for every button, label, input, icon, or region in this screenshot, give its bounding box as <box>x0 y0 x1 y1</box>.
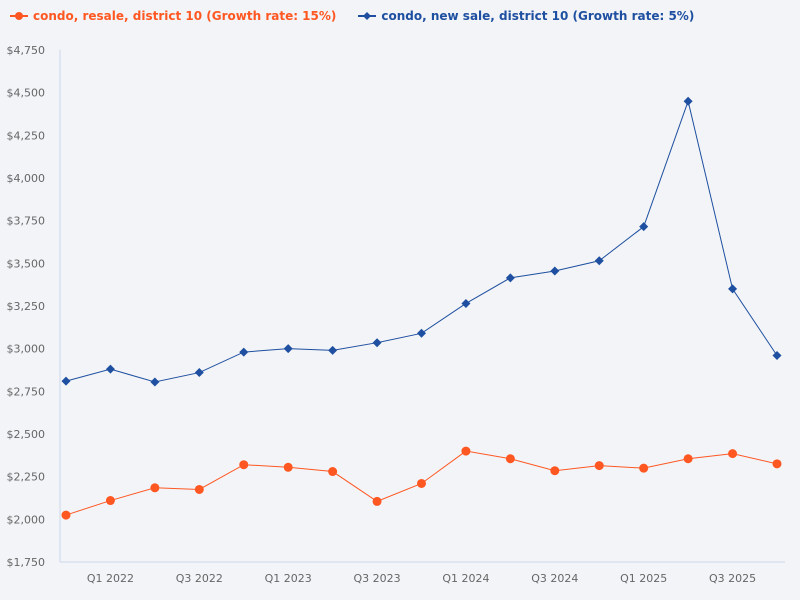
data-point-resale <box>728 449 738 459</box>
y-tick-label: $3,000 <box>7 343 46 356</box>
y-tick-label: $2,000 <box>7 513 46 526</box>
x-tick-label: Q1 2025 <box>620 572 667 585</box>
data-point-resale <box>61 510 71 520</box>
data-point-resale <box>639 463 649 473</box>
circle-marker-icon <box>10 12 28 20</box>
data-point-resale <box>194 484 204 494</box>
data-point-new-sale <box>150 377 160 387</box>
data-point-new-sale <box>417 328 426 338</box>
data-point-resale <box>772 459 782 469</box>
data-point-new-sale <box>505 273 515 283</box>
x-tick-label: Q1 2023 <box>265 572 312 585</box>
data-point-resale <box>594 461 604 471</box>
data-point-resale <box>417 478 426 488</box>
data-point-new-sale <box>772 350 782 360</box>
data-point-new-sale <box>239 347 249 357</box>
data-point-resale <box>505 454 515 464</box>
y-tick-label: $3,250 <box>7 300 46 313</box>
y-tick-label: $1,750 <box>7 556 46 569</box>
x-tick-label: Q1 2024 <box>442 572 489 585</box>
data-point-new-sale <box>728 284 738 294</box>
data-point-resale <box>150 483 160 493</box>
data-point-resale <box>239 460 249 470</box>
data-point-resale <box>328 467 338 477</box>
y-tick-label: $4,500 <box>7 87 46 100</box>
data-point-new-sale <box>639 222 649 232</box>
data-point-resale <box>372 496 382 506</box>
data-point-resale <box>105 496 115 506</box>
y-tick-label: $2,500 <box>7 428 46 441</box>
data-point-new-sale <box>61 376 71 386</box>
legend-item-resale[interactable]: condo, resale, district 10 (Growth rate:… <box>10 9 336 23</box>
y-tick-label: $4,000 <box>7 172 46 185</box>
y-tick-label: $4,750 <box>7 44 46 57</box>
data-point-new-sale <box>105 364 115 374</box>
y-tick-label: $2,250 <box>7 471 46 484</box>
y-tick-label: $4,250 <box>7 129 46 142</box>
data-point-new-sale <box>550 266 560 276</box>
data-point-resale <box>550 466 560 476</box>
data-point-new-sale <box>461 298 471 308</box>
legend-label-new-sale: condo, new sale, district 10 (Growth rat… <box>381 9 695 23</box>
data-point-new-sale <box>283 344 293 354</box>
data-point-resale <box>461 446 471 456</box>
y-tick-label: $3,750 <box>7 215 46 228</box>
legend-item-new-sale[interactable]: condo, new sale, district 10 (Growth rat… <box>358 9 694 23</box>
data-point-new-sale <box>328 345 338 355</box>
x-tick-label: Q1 2022 <box>87 572 134 585</box>
y-tick-label: $3,500 <box>7 257 46 270</box>
x-tick-label: Q3 2022 <box>176 572 223 585</box>
series-line-1 <box>65 99 778 383</box>
x-tick-label: Q3 2025 <box>709 572 756 585</box>
data-point-new-sale <box>372 338 382 348</box>
legend: condo, resale, district 10 (Growth rate:… <box>10 9 694 23</box>
legend-label-resale: condo, resale, district 10 (Growth rate:… <box>33 9 337 23</box>
data-point-new-sale <box>194 368 204 378</box>
x-tick-label: Q3 2023 <box>353 572 400 585</box>
x-tick-label: Q3 2024 <box>531 572 578 585</box>
data-point-new-sale <box>594 256 604 266</box>
data-point-resale <box>683 454 693 464</box>
y-tick-label: $2,750 <box>7 385 46 398</box>
diamond-marker-icon <box>358 12 377 20</box>
data-point-resale <box>283 462 293 472</box>
data-point-new-sale <box>683 96 693 106</box>
